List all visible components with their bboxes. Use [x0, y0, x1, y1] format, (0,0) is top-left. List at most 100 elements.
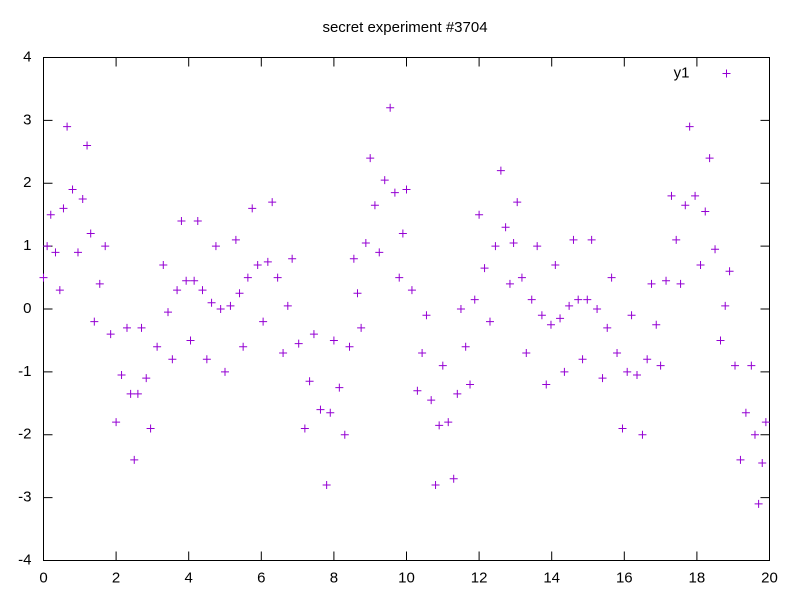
point	[522, 349, 531, 358]
point	[366, 154, 375, 163]
point	[126, 389, 135, 398]
point	[537, 311, 546, 320]
point	[263, 257, 272, 266]
point	[164, 308, 173, 317]
point	[190, 276, 199, 285]
point	[701, 207, 710, 216]
point	[461, 342, 470, 351]
point	[736, 455, 745, 464]
point	[560, 367, 569, 376]
point	[662, 276, 671, 285]
point	[475, 210, 484, 219]
point	[335, 383, 344, 392]
point	[177, 216, 186, 225]
point	[329, 336, 338, 345]
point	[583, 295, 592, 304]
point	[243, 273, 252, 282]
point	[750, 430, 759, 439]
point	[638, 430, 647, 439]
x-tick-label: 0	[39, 569, 47, 586]
point	[239, 342, 248, 351]
point	[101, 242, 110, 251]
point	[513, 198, 522, 207]
point	[485, 317, 494, 326]
point	[754, 499, 763, 508]
point	[398, 229, 407, 238]
y-tick-label: -4	[18, 551, 31, 568]
point	[607, 273, 616, 282]
point	[73, 248, 82, 257]
point	[39, 273, 48, 282]
point	[444, 418, 453, 427]
point	[407, 286, 416, 295]
point	[59, 204, 68, 213]
point	[556, 314, 565, 323]
point	[283, 301, 292, 310]
point	[235, 289, 244, 298]
x-tick-label: 4	[185, 569, 193, 586]
legend-label: y1	[674, 64, 690, 81]
point	[370, 201, 379, 210]
point	[546, 320, 555, 329]
point	[672, 235, 681, 244]
point	[685, 122, 694, 131]
point	[509, 238, 518, 247]
point	[86, 229, 95, 238]
point	[83, 141, 92, 150]
point	[259, 317, 268, 326]
point	[55, 286, 64, 295]
point	[43, 242, 52, 251]
point	[345, 342, 354, 351]
point	[253, 260, 262, 269]
point	[449, 474, 458, 483]
point	[198, 286, 207, 295]
point	[51, 248, 60, 257]
point	[146, 424, 155, 433]
point	[618, 424, 627, 433]
point	[574, 295, 583, 304]
x-tick-label: 18	[689, 569, 706, 586]
point	[106, 330, 115, 339]
y-tick-label: 0	[23, 300, 31, 317]
point	[551, 260, 560, 269]
point	[133, 389, 142, 398]
point	[173, 286, 182, 295]
point	[211, 242, 220, 251]
point	[627, 311, 636, 320]
point	[647, 279, 656, 288]
y-tick-label: -2	[18, 426, 31, 443]
point	[705, 154, 714, 163]
point	[231, 235, 240, 244]
legend-symbol	[722, 69, 731, 78]
x-tick-label: 6	[257, 569, 265, 586]
y-tick-label: 3	[23, 111, 31, 128]
point	[711, 245, 720, 254]
point	[117, 371, 126, 380]
point	[542, 380, 551, 389]
point	[676, 279, 685, 288]
point	[643, 355, 652, 364]
y-tick-label: 4	[23, 48, 31, 65]
point	[153, 342, 162, 351]
point	[294, 339, 303, 348]
point	[603, 323, 612, 332]
point	[130, 455, 139, 464]
point	[623, 367, 632, 376]
point	[418, 349, 427, 358]
point	[288, 254, 297, 263]
point	[159, 260, 168, 269]
point	[427, 396, 436, 405]
point	[268, 198, 277, 207]
x-tick-label: 2	[112, 569, 120, 586]
point	[578, 355, 587, 364]
point	[587, 235, 596, 244]
point	[438, 361, 447, 370]
point	[390, 188, 399, 197]
point	[413, 386, 422, 395]
point	[78, 194, 87, 203]
point	[90, 317, 99, 326]
point	[300, 424, 309, 433]
point	[182, 276, 191, 285]
point	[470, 295, 479, 304]
